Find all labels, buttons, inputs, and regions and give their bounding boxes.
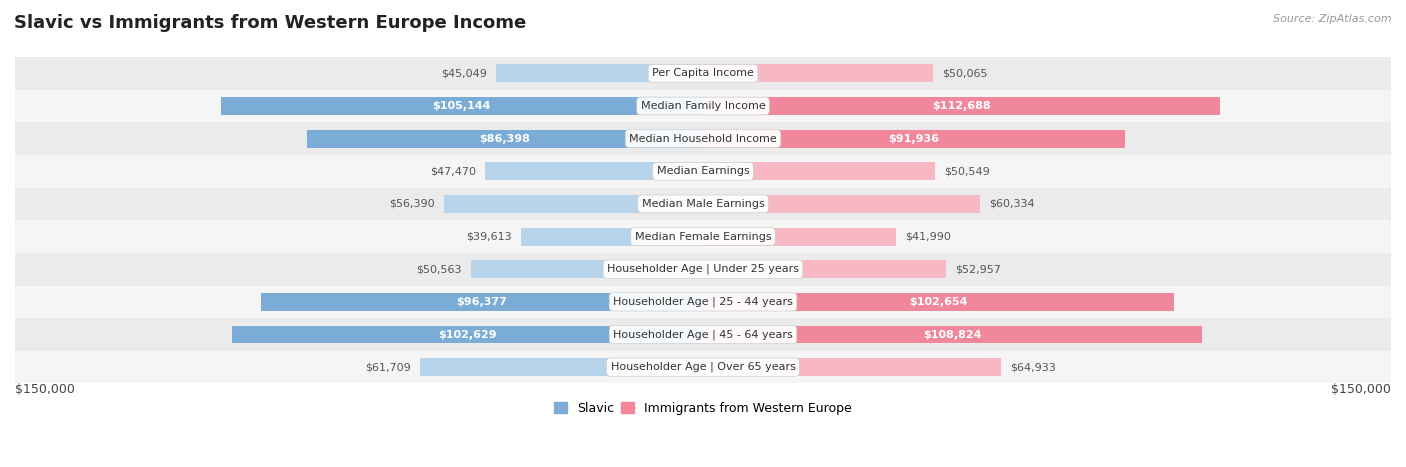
Bar bbox=[496, 64, 703, 82]
Bar bbox=[420, 358, 703, 376]
Text: $50,563: $50,563 bbox=[416, 264, 463, 274]
Text: $150,000: $150,000 bbox=[15, 383, 75, 396]
Text: $52,957: $52,957 bbox=[955, 264, 1001, 274]
Bar bbox=[703, 325, 1202, 344]
Text: $105,144: $105,144 bbox=[433, 101, 491, 111]
Bar bbox=[15, 285, 1391, 318]
Bar bbox=[444, 195, 703, 213]
Text: $102,629: $102,629 bbox=[439, 330, 496, 340]
Text: Slavic vs Immigrants from Western Europe Income: Slavic vs Immigrants from Western Europe… bbox=[14, 14, 526, 32]
Bar bbox=[703, 293, 1174, 311]
Bar bbox=[471, 260, 703, 278]
Text: $60,334: $60,334 bbox=[988, 199, 1035, 209]
Text: $64,933: $64,933 bbox=[1010, 362, 1056, 372]
Text: $91,936: $91,936 bbox=[889, 134, 939, 144]
Bar bbox=[15, 122, 1391, 155]
Text: Median Female Earnings: Median Female Earnings bbox=[634, 232, 772, 241]
Bar bbox=[703, 227, 896, 246]
Text: $45,049: $45,049 bbox=[441, 68, 488, 78]
Bar bbox=[221, 97, 703, 115]
Text: Median Male Earnings: Median Male Earnings bbox=[641, 199, 765, 209]
Text: $108,824: $108,824 bbox=[924, 330, 981, 340]
Text: $50,549: $50,549 bbox=[943, 166, 990, 176]
Bar bbox=[15, 318, 1391, 351]
Bar bbox=[703, 163, 935, 180]
Bar bbox=[703, 358, 1001, 376]
Text: Median Earnings: Median Earnings bbox=[657, 166, 749, 176]
Bar bbox=[15, 57, 1391, 90]
Text: $86,398: $86,398 bbox=[479, 134, 530, 144]
Text: $102,654: $102,654 bbox=[910, 297, 967, 307]
Bar bbox=[307, 130, 703, 148]
Text: $56,390: $56,390 bbox=[389, 199, 436, 209]
Bar bbox=[522, 227, 703, 246]
Text: $61,709: $61,709 bbox=[366, 362, 411, 372]
Bar bbox=[703, 260, 946, 278]
Text: Per Capita Income: Per Capita Income bbox=[652, 68, 754, 78]
Bar bbox=[703, 130, 1125, 148]
Bar bbox=[15, 351, 1391, 383]
Text: $96,377: $96,377 bbox=[457, 297, 508, 307]
Text: $39,613: $39,613 bbox=[467, 232, 512, 241]
Text: $112,688: $112,688 bbox=[932, 101, 991, 111]
Legend: Slavic, Immigrants from Western Europe: Slavic, Immigrants from Western Europe bbox=[550, 396, 856, 420]
Bar bbox=[15, 188, 1391, 220]
Bar bbox=[15, 220, 1391, 253]
Bar bbox=[15, 253, 1391, 285]
Text: $41,990: $41,990 bbox=[905, 232, 950, 241]
Text: $47,470: $47,470 bbox=[430, 166, 477, 176]
Bar bbox=[703, 97, 1220, 115]
Text: Householder Age | 45 - 64 years: Householder Age | 45 - 64 years bbox=[613, 329, 793, 340]
Text: Householder Age | Over 65 years: Householder Age | Over 65 years bbox=[610, 362, 796, 372]
Bar bbox=[485, 163, 703, 180]
Text: $150,000: $150,000 bbox=[1331, 383, 1391, 396]
Text: Householder Age | Under 25 years: Householder Age | Under 25 years bbox=[607, 264, 799, 275]
Bar bbox=[703, 64, 932, 82]
Bar bbox=[15, 155, 1391, 188]
Text: Householder Age | 25 - 44 years: Householder Age | 25 - 44 years bbox=[613, 297, 793, 307]
Text: Source: ZipAtlas.com: Source: ZipAtlas.com bbox=[1274, 14, 1392, 24]
Bar bbox=[232, 325, 703, 344]
Bar bbox=[703, 195, 980, 213]
Bar bbox=[15, 90, 1391, 122]
Text: $50,065: $50,065 bbox=[942, 68, 987, 78]
Bar bbox=[262, 293, 703, 311]
Text: Median Family Income: Median Family Income bbox=[641, 101, 765, 111]
Text: Median Household Income: Median Household Income bbox=[628, 134, 778, 144]
